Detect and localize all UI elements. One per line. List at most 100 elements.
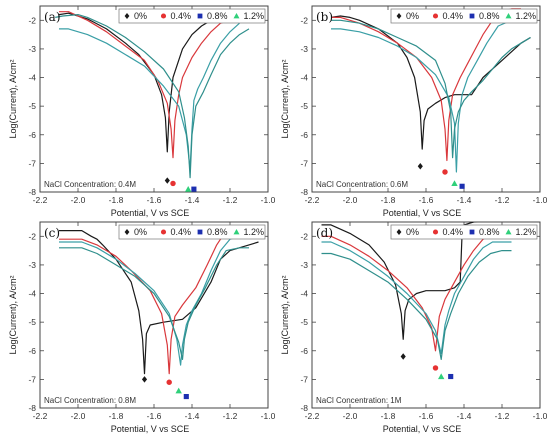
- curves: [59, 227, 259, 375]
- series-line-0.8%: [321, 241, 512, 355]
- marker-0.4%: [170, 180, 176, 187]
- series-line-1.2%: [331, 19, 531, 159]
- y-tick-label: -4: [28, 289, 36, 299]
- y-tick-label: -8: [28, 403, 36, 413]
- legend-frame: [118, 8, 266, 24]
- marker-0%: [164, 177, 170, 184]
- y-tick-label: -5: [28, 317, 36, 327]
- marker-1.2%: [175, 387, 182, 394]
- series-line-0%: [59, 230, 259, 375]
- legend-label: 0.4%: [171, 11, 192, 21]
- legend-label: 0.8%: [207, 11, 228, 21]
- legend-label: 1.2%: [244, 11, 265, 21]
- legend-label: 0.4%: [171, 227, 192, 237]
- curves: [55, 11, 250, 179]
- y-tick-label: -3: [300, 44, 308, 54]
- x-tick-label: -2.2: [33, 411, 48, 421]
- legend-label: 0.8%: [207, 227, 228, 237]
- y-tick-label: -6: [28, 346, 36, 356]
- panel-label: (a): [44, 10, 61, 24]
- legend-marker-0.8%: [469, 13, 475, 19]
- legend-marker-0%: [124, 229, 130, 235]
- marker-1.2%: [451, 180, 458, 186]
- marker-1.2%: [438, 373, 445, 380]
- marker-0.4%: [442, 169, 448, 175]
- y-tick-label: -7: [300, 374, 308, 384]
- x-tick-label: -2.2: [305, 195, 320, 205]
- x-tick-label: -1.4: [185, 411, 200, 421]
- legend-label: 1.2%: [244, 227, 265, 237]
- legend-marker-1.2%: [505, 13, 512, 19]
- x-tick-label: -1.6: [147, 411, 162, 421]
- marker-0.4%: [432, 365, 439, 371]
- marker-0.4%: [166, 379, 172, 385]
- x-tick-label: -2.0: [343, 411, 358, 421]
- x-tick-label: -1.2: [495, 411, 510, 421]
- plot-frame: [311, 5, 541, 193]
- legend-marker-0.8%: [197, 229, 203, 235]
- y-tick-label: -3: [300, 260, 308, 270]
- marker-0.8%: [183, 393, 189, 400]
- legend-label: 0%: [406, 11, 419, 21]
- legend-label: 1.2%: [516, 11, 537, 21]
- series-line-0%: [321, 222, 478, 340]
- y-axis-title: Log(Current), A/cm²: [8, 275, 18, 354]
- panel-label: (d): [316, 226, 333, 240]
- x-tick-label: -1.0: [261, 411, 276, 421]
- nacl-annotation: NaCl Concentration: 0.6M: [316, 180, 408, 189]
- x-tick-label: -1.4: [457, 195, 472, 205]
- legend-marker-0.4%: [432, 229, 439, 235]
- y-tick-label: -4: [300, 73, 308, 83]
- marker-0%: [141, 376, 148, 383]
- y-tick-label: -8: [300, 403, 308, 413]
- series-line-0.4%: [59, 227, 249, 375]
- legend-marker-1.2%: [505, 229, 512, 235]
- y-tick-label: -4: [28, 73, 36, 83]
- x-axis-title: Potential, V vs SCE: [383, 208, 462, 218]
- legend-label: 0%: [134, 11, 147, 21]
- marker-0.8%: [191, 186, 197, 192]
- legend: 0% 0.4% 0.8% 1.2%: [390, 224, 538, 240]
- marker-0%: [417, 163, 423, 170]
- legend: 0% 0.4% 0.8% 1.2%: [118, 8, 266, 24]
- legend-label: 0%: [134, 227, 147, 237]
- y-tick-label: -3: [28, 260, 36, 270]
- y-tick-label: -7: [28, 374, 36, 384]
- x-tick-label: -2.0: [71, 411, 86, 421]
- y-tick-label: -8: [28, 187, 36, 197]
- legend-label: 0.8%: [479, 11, 500, 21]
- legend-label: 0%: [406, 227, 419, 237]
- legend-marker-0.8%: [469, 229, 475, 235]
- x-tick-label: -1.8: [381, 411, 396, 421]
- y-tick-label: -6: [300, 346, 308, 356]
- y-tick-label: -7: [300, 158, 308, 168]
- x-tick-label: -1.0: [533, 411, 548, 421]
- legend-label: 0.4%: [443, 227, 464, 237]
- legend-marker-1.2%: [233, 13, 240, 19]
- x-tick-label: -1.6: [147, 195, 162, 205]
- nacl-annotation: NaCl Concentration: 0.8M: [44, 396, 136, 405]
- legend-marker-0%: [396, 229, 402, 235]
- legend-frame: [390, 8, 538, 24]
- y-tick-label: -6: [300, 130, 308, 140]
- x-tick-label: -2.2: [305, 411, 320, 421]
- panel-4: -2.2 -2.0 -1.8 -1.6 -1.4 -1.2 -1.0 -2 -3 -4 -5 -6 -7…: [280, 221, 548, 434]
- x-tick-label: -1.4: [185, 195, 200, 205]
- panel-2: -2.2 -2.0 -1.8 -1.6 -1.4 -1.2 -1.0 -2 -3 -4 -5 -6 -7…: [280, 5, 548, 218]
- legend-marker-0%: [124, 13, 130, 19]
- x-tick-label: -2.2: [33, 195, 48, 205]
- legend: 0% 0.4% 0.8% 1.2%: [118, 224, 266, 240]
- nacl-annotation: NaCl Concentration: 0.4M: [44, 180, 136, 189]
- marker-1.2%: [185, 185, 192, 192]
- x-tick-label: -2.0: [71, 195, 86, 205]
- y-tick-label: -5: [28, 101, 36, 111]
- series-line-1.2%: [59, 247, 249, 360]
- x-tick-label: -1.6: [419, 411, 434, 421]
- y-tick-label: -5: [300, 317, 308, 327]
- y-tick-label: -2: [28, 231, 36, 241]
- legend-label: 0.8%: [479, 227, 500, 237]
- y-tick-label: -3: [28, 44, 36, 54]
- y-tick-label: -2: [300, 231, 308, 241]
- series-line-0.4%: [321, 232, 502, 352]
